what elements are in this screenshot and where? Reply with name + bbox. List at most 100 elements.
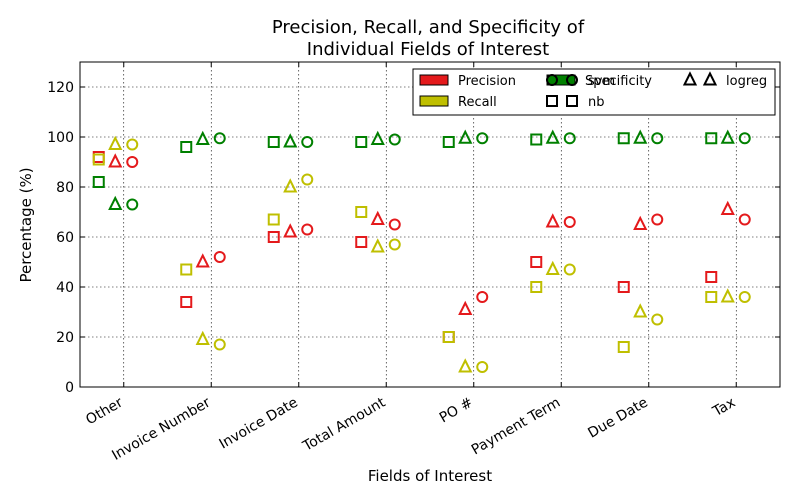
point-nb-recall-other xyxy=(92,153,105,166)
point-svm-recall-invoice-date xyxy=(301,173,314,186)
x-tick-label-tax: Tax xyxy=(709,395,738,421)
x-tick-label-due-date: Due Date xyxy=(585,395,650,442)
point-svm-recall-invoice-number xyxy=(213,338,226,351)
point-svm-recall-other xyxy=(126,138,139,151)
point-nb-specificity-other xyxy=(92,176,105,188)
point-nb-precision-payment-term xyxy=(530,256,543,268)
point-logreg-precision-due-date xyxy=(633,215,648,230)
plot-area-frame xyxy=(79,61,781,388)
legend-items: Precision Recall Specificity logreg nb svm xyxy=(419,71,767,110)
legend-label-recall: Recall xyxy=(458,95,497,110)
point-svm-precision-invoice-date xyxy=(301,223,314,236)
y-tick-label: 0 xyxy=(65,380,74,396)
point-svm-specificity-payment-term xyxy=(563,132,576,145)
x-tick-label-other: Other xyxy=(83,394,126,428)
legend-label-precision: Precision xyxy=(458,74,516,89)
point-nb-recall-po xyxy=(442,331,455,343)
point-svm-specificity-other xyxy=(126,198,139,211)
point-logreg-precision-other xyxy=(108,153,123,168)
point-nb-recall-tax xyxy=(705,291,718,303)
point-nb-specificity-tax xyxy=(705,132,718,145)
point-nb-precision-due-date xyxy=(617,281,630,293)
point-logreg-recall-invoice-number xyxy=(195,330,210,345)
y-tick-label: 80 xyxy=(56,180,74,196)
point-logreg-precision-tax xyxy=(720,200,735,215)
y-tick-label: 40 xyxy=(56,280,74,296)
y-tick-label: 100 xyxy=(47,130,74,146)
point-svm-recall-po xyxy=(476,361,489,373)
point-svm-precision-tax xyxy=(738,213,751,226)
point-svm-specificity-tax xyxy=(738,132,751,145)
point-logreg-specificity-invoice-date xyxy=(283,133,298,148)
point-nb-recall-invoice-date xyxy=(267,213,280,226)
point-logreg-precision-invoice-number xyxy=(195,253,210,268)
point-svm-specificity-total-amount xyxy=(388,133,401,146)
point-logreg-recall-invoice-date xyxy=(283,178,298,193)
legend-marker-nb-2 xyxy=(566,95,578,107)
point-nb-recall-total-amount xyxy=(355,206,368,218)
point-nb-recall-payment-term xyxy=(530,281,543,293)
legend-frame xyxy=(412,68,776,116)
point-logreg-specificity-payment-term xyxy=(545,129,560,144)
point-nb-recall-due-date xyxy=(617,341,630,353)
legend-marker-svm-2 xyxy=(566,74,578,86)
x-tick-label-invoice-date: Invoice Date xyxy=(217,395,301,453)
point-svm-specificity-invoice-date xyxy=(301,136,314,148)
point-svm-precision-po xyxy=(476,291,489,303)
point-nb-specificity-po xyxy=(442,136,455,148)
y-tick-label: 60 xyxy=(56,230,74,246)
point-nb-specificity-due-date xyxy=(617,132,630,145)
point-logreg-precision-invoice-date xyxy=(283,223,298,238)
x-tick-label-po: PO # xyxy=(437,395,476,427)
legend-label-nb: nb xyxy=(588,95,605,110)
point-svm-precision-other xyxy=(126,156,139,168)
point-logreg-recall-po xyxy=(458,358,473,373)
point-logreg-specificity-other xyxy=(108,195,123,210)
point-nb-precision-total-amount xyxy=(355,236,368,248)
legend-marker-nb-1 xyxy=(546,95,558,107)
point-logreg-precision-payment-term xyxy=(545,213,560,228)
point-logreg-specificity-due-date xyxy=(633,129,648,144)
legend-marker-svm-1 xyxy=(546,74,558,86)
x-tick-label-total-amount: Total Amount xyxy=(300,394,389,455)
legend: Precision Recall Specificity logreg nb svm xyxy=(412,68,776,116)
y-axis-label: Percentage (%) xyxy=(17,167,35,282)
point-svm-precision-total-amount xyxy=(388,218,401,231)
point-svm-precision-payment-term xyxy=(563,216,576,228)
grid-lines xyxy=(80,62,780,387)
point-nb-specificity-payment-term xyxy=(530,133,543,146)
legend-marker-logreg-1 xyxy=(682,71,698,86)
point-svm-recall-total-amount xyxy=(388,238,401,251)
legend-swatch-specificity xyxy=(546,74,576,86)
x-tick-label-payment-term: Payment Term xyxy=(469,395,563,459)
chart-title-line-2: Individual Fields of Interest xyxy=(307,39,549,60)
point-logreg-precision-total-amount xyxy=(370,210,385,225)
point-nb-precision-invoice-number xyxy=(180,296,193,308)
point-svm-precision-invoice-number xyxy=(213,251,226,263)
point-nb-specificity-total-amount xyxy=(355,136,368,148)
y-tick-label: 20 xyxy=(56,330,74,346)
point-logreg-recall-other xyxy=(108,135,123,150)
point-logreg-specificity-invoice-number xyxy=(195,130,210,145)
point-svm-recall-tax xyxy=(738,291,751,303)
point-nb-recall-invoice-number xyxy=(180,263,193,276)
point-nb-specificity-invoice-date xyxy=(267,136,280,148)
x-axis-label: Fields of Interest xyxy=(368,467,492,485)
point-logreg-recall-tax xyxy=(720,288,735,303)
chart-title-line-1: Precision, Recall, and Specificity of xyxy=(272,17,585,38)
point-nb-precision-invoice-date xyxy=(267,231,280,243)
data-points xyxy=(92,129,751,373)
point-nb-precision-tax xyxy=(705,271,718,283)
y-ticks: 0 20 40 60 80 100 120 xyxy=(47,80,780,396)
legend-swatch-recall xyxy=(419,95,449,107)
point-logreg-recall-payment-term xyxy=(545,260,560,275)
point-svm-specificity-po xyxy=(476,132,489,145)
point-svm-specificity-invoice-number xyxy=(213,132,226,145)
point-svm-precision-due-date xyxy=(651,213,664,226)
point-logreg-specificity-total-amount xyxy=(370,130,385,145)
legend-label-logreg: logreg xyxy=(726,74,767,89)
point-logreg-recall-due-date xyxy=(633,303,648,318)
x-tick-label-invoice-number: Invoice Number xyxy=(109,394,213,463)
